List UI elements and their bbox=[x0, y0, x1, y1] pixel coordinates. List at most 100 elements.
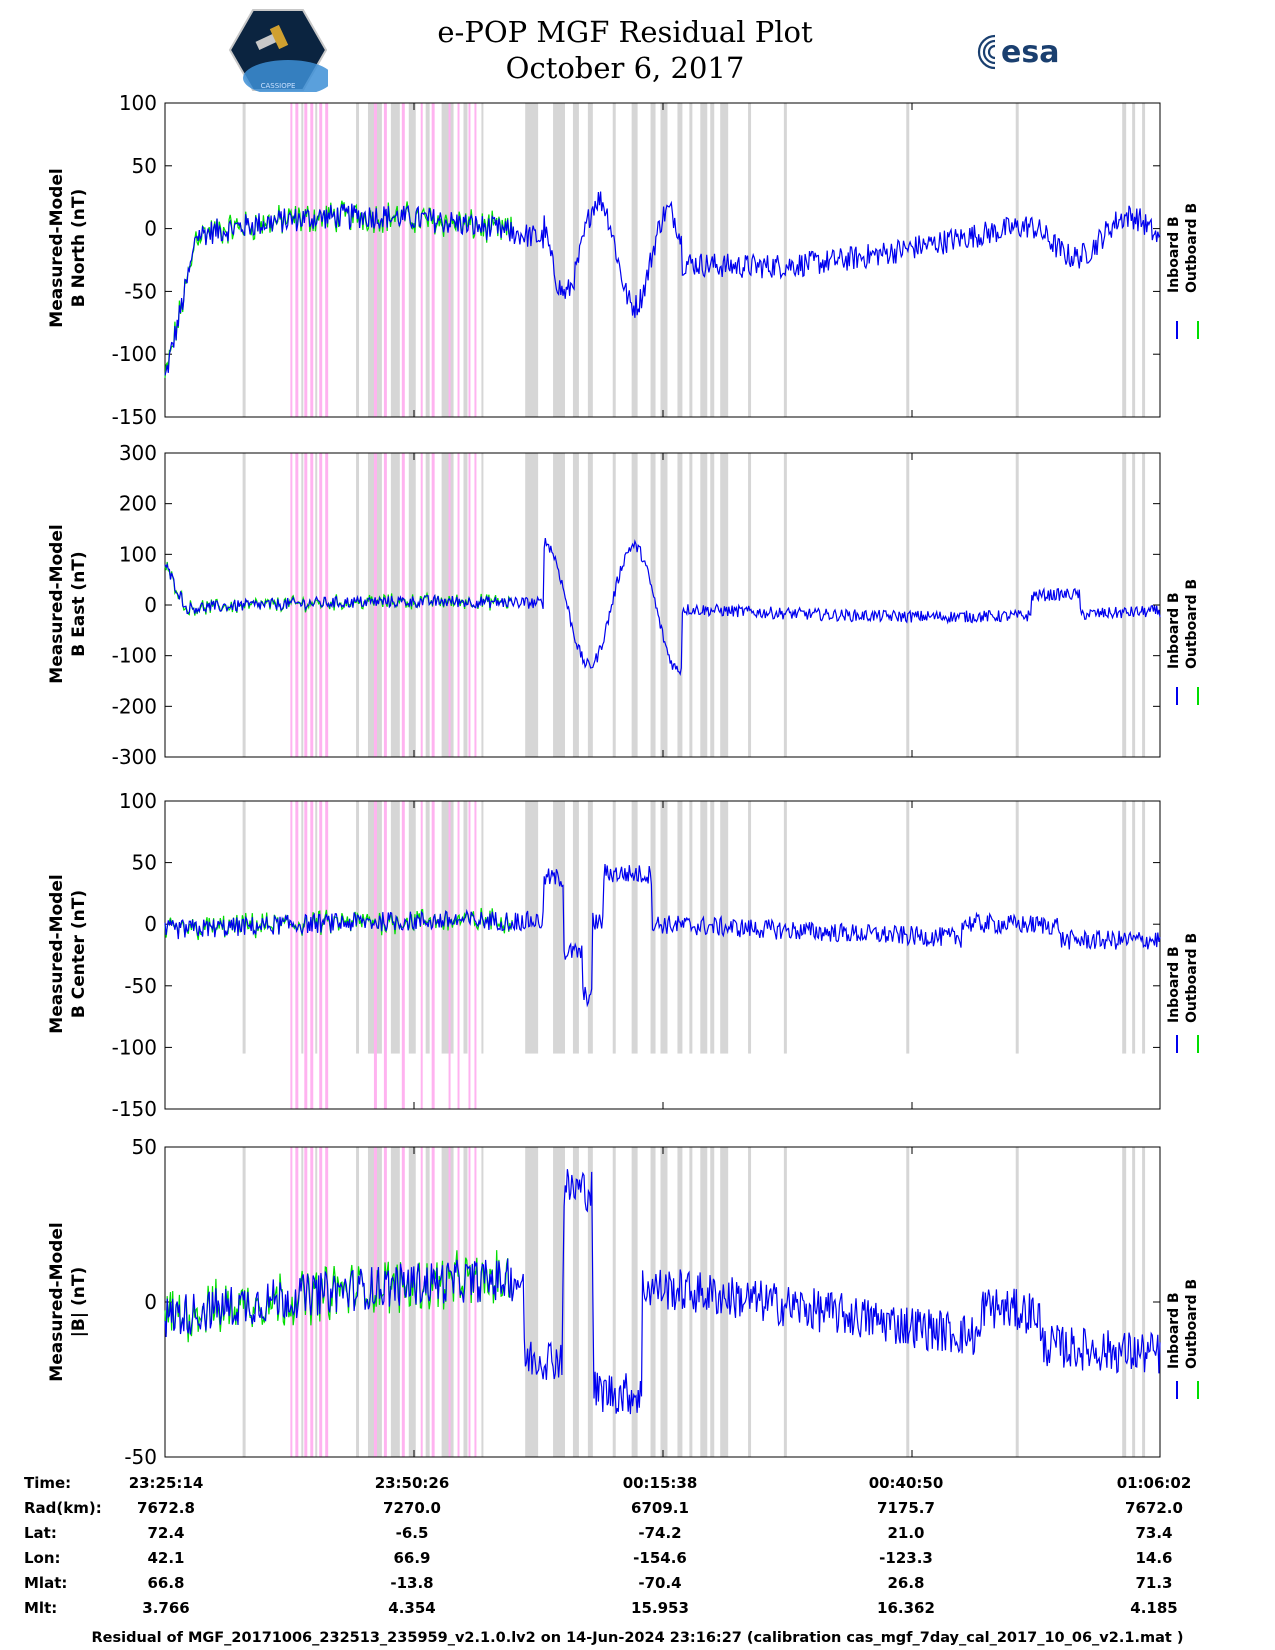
gray-event-band bbox=[650, 801, 656, 1054]
gray-event-band bbox=[783, 1147, 787, 1457]
plot-title: e-POP MGF Residual Plot October 6, 2017 bbox=[400, 14, 850, 86]
pink-event-band bbox=[325, 801, 329, 1109]
y-tick-label: -150 bbox=[112, 1097, 157, 1121]
title-line-2: October 6, 2017 bbox=[505, 51, 745, 85]
panel-1-legend-inboard: Inboard B bbox=[1166, 216, 1182, 293]
gray-event-band bbox=[677, 1147, 683, 1457]
gray-event-band bbox=[677, 103, 683, 417]
panel-3-ylabel-line2: B Center (nT) bbox=[69, 889, 89, 1019]
gray-event-band bbox=[720, 453, 729, 757]
pink-event-band bbox=[373, 103, 377, 417]
ann-cell: 00:15:38 bbox=[622, 1474, 698, 1492]
ann-cell: -123.3 bbox=[879, 1549, 933, 1567]
ann-cell: 3.766 bbox=[142, 1599, 190, 1617]
panel-3-legend-inboard: Inboard B bbox=[1166, 946, 1182, 1023]
gray-event-band bbox=[660, 453, 668, 757]
y-tick-label: 50 bbox=[132, 1135, 157, 1159]
gray-event-band bbox=[1142, 1147, 1146, 1457]
pink-event-band bbox=[325, 1147, 329, 1457]
ann-cell: 66.8 bbox=[147, 1574, 185, 1592]
gray-event-band bbox=[301, 1147, 304, 1457]
cassiope-logo: CASSIOPE bbox=[228, 9, 328, 92]
y-tick-label: -50 bbox=[124, 279, 157, 303]
gray-event-band bbox=[700, 453, 708, 757]
pink-event-band bbox=[383, 1147, 387, 1457]
gray-event-band bbox=[783, 103, 787, 417]
panel-4-legend-outboard: Outboard B bbox=[1184, 1278, 1200, 1369]
panel-3-legend-labels: Inboard B Outboard B bbox=[1165, 913, 1201, 1023]
y-tick-label: 50 bbox=[132, 851, 157, 875]
gray-event-band bbox=[1132, 453, 1136, 757]
ann-cell: 01:06:02 bbox=[1116, 1474, 1192, 1492]
esa-logo: esa bbox=[977, 34, 1059, 70]
y-tick-label: -300 bbox=[112, 745, 157, 769]
ann-cell: 42.1 bbox=[147, 1549, 185, 1567]
gray-event-band bbox=[587, 801, 593, 1054]
gray-event-band bbox=[660, 103, 668, 417]
pink-event-band bbox=[325, 103, 329, 417]
pink-event-band bbox=[383, 801, 387, 1109]
gray-event-band bbox=[783, 453, 787, 757]
ann-cell: 7175.7 bbox=[877, 1499, 935, 1517]
gray-event-band bbox=[710, 1147, 715, 1457]
gray-event-band bbox=[425, 801, 430, 1054]
gray-event-band bbox=[650, 103, 656, 417]
pink-event-band bbox=[457, 103, 460, 417]
pink-event-band bbox=[420, 801, 423, 1109]
gray-event-band bbox=[710, 453, 715, 757]
panel-2: 300 200 100 0 -100 -200 -300 bbox=[112, 441, 1199, 769]
gray-event-band bbox=[1132, 1147, 1136, 1457]
panel-2-legend-inboard: Inboard B bbox=[1166, 592, 1182, 669]
y-tick-label: 100 bbox=[119, 789, 157, 813]
ann-cell: 21.0 bbox=[887, 1524, 925, 1542]
pink-event-band bbox=[319, 801, 323, 1109]
ann-cell: 15.953 bbox=[631, 1599, 689, 1617]
gray-event-band bbox=[315, 453, 318, 757]
gray-event-band bbox=[1015, 453, 1019, 757]
gray-event-band bbox=[356, 103, 360, 417]
panel-2-ylabel-line1: Measured-Model bbox=[47, 524, 67, 684]
y-tick-label: -100 bbox=[112, 644, 157, 668]
pink-event-band bbox=[295, 801, 299, 1109]
pink-event-band bbox=[468, 801, 471, 1109]
pink-event-band bbox=[474, 453, 477, 757]
y-tick-label: -50 bbox=[124, 1445, 157, 1469]
gray-event-band bbox=[1122, 453, 1127, 757]
pink-event-band bbox=[474, 1147, 477, 1457]
gray-event-band bbox=[748, 103, 752, 417]
ann-cell: 7672.8 bbox=[137, 1499, 195, 1517]
gray-event-band bbox=[390, 103, 400, 417]
gray-event-band bbox=[356, 801, 360, 1054]
pink-event-band bbox=[457, 1147, 460, 1457]
pink-event-band bbox=[448, 1147, 451, 1457]
gray-event-band bbox=[748, 453, 752, 757]
gray-event-band bbox=[425, 103, 430, 417]
gray-event-band bbox=[463, 801, 468, 1054]
gray-event-band bbox=[425, 453, 430, 757]
ann-cell: 00:40:50 bbox=[868, 1474, 944, 1492]
y-tick-label: 0 bbox=[144, 912, 157, 936]
y-tick-label: 200 bbox=[119, 492, 157, 516]
pink-event-band bbox=[401, 453, 405, 757]
gray-event-band bbox=[677, 453, 683, 757]
gray-event-band bbox=[553, 1147, 565, 1457]
gray-event-band bbox=[1142, 453, 1146, 757]
gray-event-band bbox=[315, 1147, 318, 1457]
pink-event-band bbox=[474, 801, 477, 1109]
pink-event-band bbox=[431, 801, 435, 1109]
gray-event-band bbox=[481, 103, 484, 417]
y-tick-label: 300 bbox=[119, 441, 157, 465]
ann-cell: 23:25:14 bbox=[128, 1474, 204, 1492]
pink-event-band bbox=[468, 453, 471, 757]
gray-event-band bbox=[1122, 1147, 1127, 1457]
ann-cell: -154.6 bbox=[633, 1549, 687, 1567]
pink-event-band bbox=[295, 103, 299, 417]
panel-3-ylabel-line1: Measured-Model bbox=[47, 874, 67, 1034]
gray-event-band bbox=[572, 1147, 579, 1457]
inboard-b-trace bbox=[164, 538, 1161, 676]
panel-1-ylabel-line1: Measured-Model bbox=[47, 168, 67, 328]
gray-event-band bbox=[660, 1147, 668, 1457]
gray-event-band bbox=[572, 453, 579, 757]
y-tick-label: 100 bbox=[119, 542, 157, 566]
